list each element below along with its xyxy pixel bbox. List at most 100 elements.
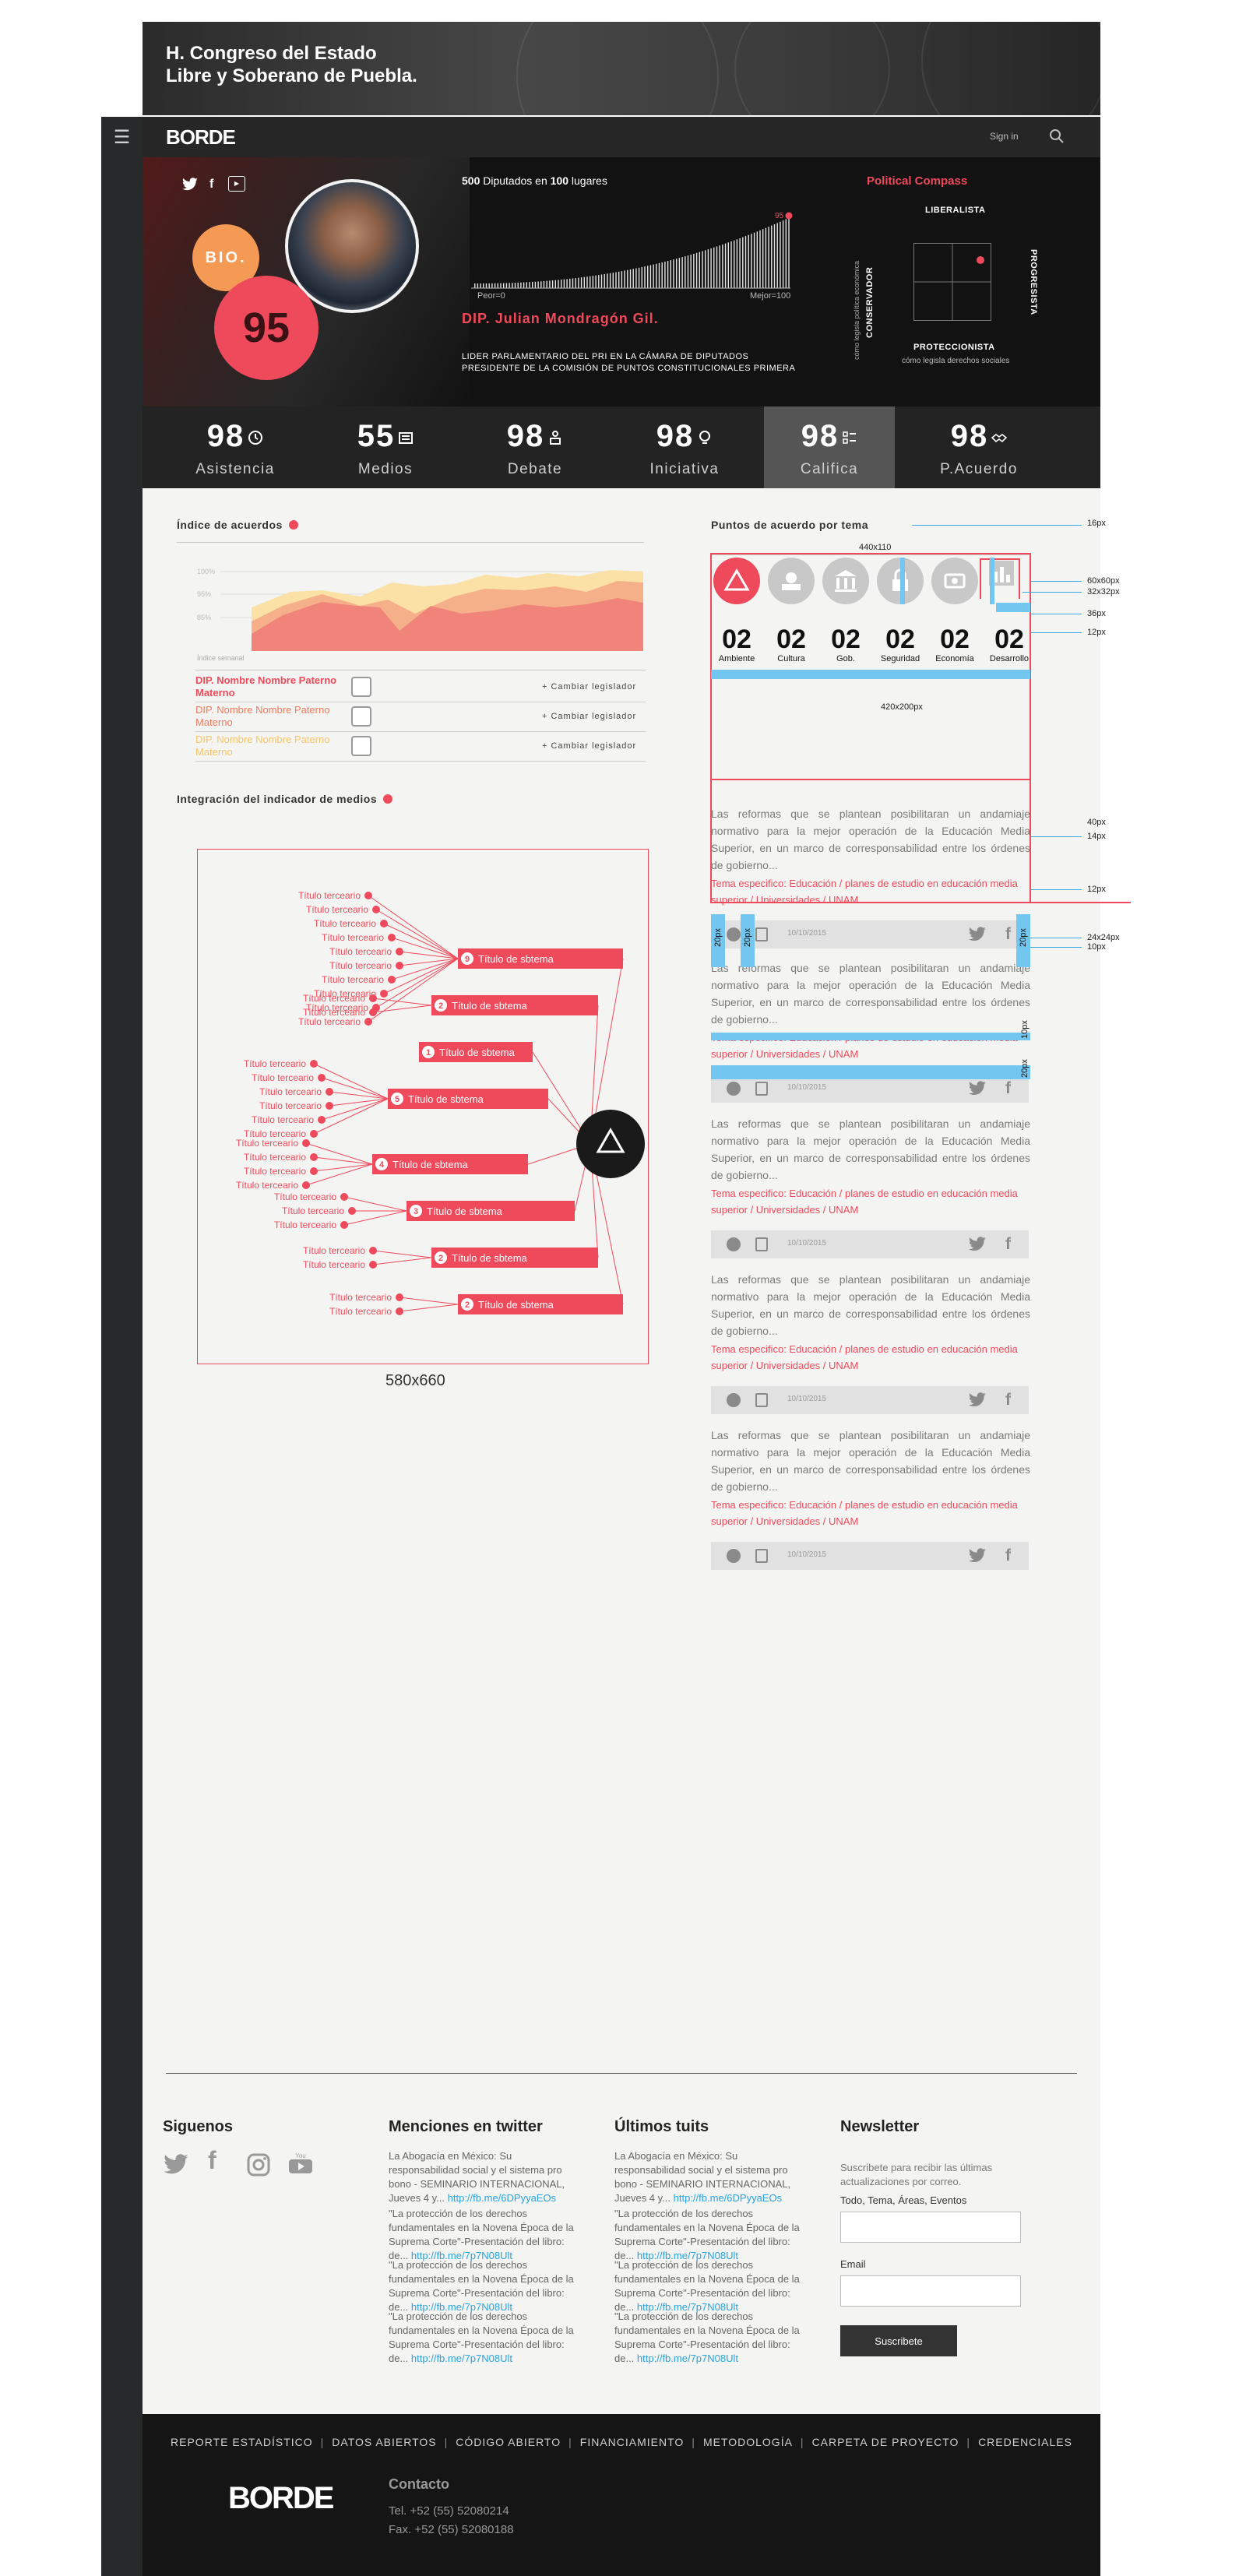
tree-subtopic-box[interactable] (431, 1248, 598, 1268)
topic-gob-button[interactable] (822, 558, 869, 604)
tree-leaf-node[interactable] (318, 1074, 326, 1082)
topic-cultura-button[interactable] (768, 558, 815, 604)
tree-leaf-node[interactable] (310, 1153, 318, 1161)
twitter-icon[interactable] (968, 1392, 987, 1409)
topic-economia-button[interactable] (931, 558, 978, 604)
tree-leaf-node[interactable] (388, 934, 396, 941)
newsletter-category-input[interactable] (840, 2212, 1021, 2243)
change-legislator-link[interactable]: + Cambiar legislador (542, 712, 637, 721)
tweet-link[interactable]: http://fb.me/7p7N08Ult (410, 2250, 512, 2261)
tree-leaf-node[interactable] (310, 1167, 318, 1175)
facebook-icon[interactable]: f (1005, 1079, 1011, 1097)
tree-subtopic-box[interactable] (431, 995, 598, 1015)
facebook-icon[interactable]: f (1005, 1547, 1011, 1564)
hamburger-menu-icon[interactable]: ☰ (113, 126, 131, 148)
tweet-link[interactable]: http://fb.me/7p7N08Ult (636, 2353, 738, 2364)
stat-punto-acuerdo[interactable]: 98 P.Acuerdo (940, 419, 1018, 477)
info-icon[interactable] (288, 520, 298, 530)
audio-icon[interactable] (727, 1549, 741, 1563)
tweet-link[interactable]: http://fb.me/7p7N08Ult (636, 2250, 738, 2261)
bio-badge[interactable]: BIO. (192, 224, 259, 291)
tree-leaf-node[interactable] (310, 1060, 318, 1068)
signin-link[interactable]: Sign in (990, 131, 1019, 142)
tree-leaf-node[interactable] (396, 962, 403, 970)
borde-logo[interactable]: BORDE (166, 125, 236, 149)
facebook-icon[interactable]: f (1005, 925, 1011, 943)
agreement-topic[interactable]: Tema especifico: Educación / planes de e… (711, 1343, 1018, 1371)
topic-ambiente-button[interactable] (713, 558, 760, 604)
tree-leaf-node[interactable] (364, 1018, 372, 1026)
stat-medios[interactable]: 55 Medios (357, 419, 414, 477)
tree-leaf-node[interactable] (380, 990, 388, 998)
twitter-icon[interactable] (968, 1236, 987, 1253)
twitter-icon[interactable] (181, 178, 199, 192)
tree-leaf-node[interactable] (326, 1088, 333, 1096)
tree-subtopic-box[interactable] (388, 1089, 548, 1109)
audio-icon[interactable] (727, 1082, 741, 1096)
footer-link[interactable]: REPORTE ESTADÍSTICO (171, 2436, 313, 2448)
tree-leaf-node[interactable] (340, 1193, 348, 1201)
stat-debate[interactable]: 98 Debate (506, 419, 563, 477)
facebook-icon[interactable]: f (1005, 1391, 1011, 1409)
twitter-icon[interactable] (968, 926, 987, 943)
footer-link[interactable]: CÓDIGO ABIERTO (456, 2436, 561, 2448)
stat-iniciativa[interactable]: 98 Iniciativa (649, 419, 720, 477)
audio-icon[interactable] (727, 1237, 741, 1251)
tree-leaf-node[interactable] (326, 1102, 333, 1110)
stat-asistencia[interactable]: 98 Asistencia (195, 419, 275, 477)
agreement-topic[interactable]: Tema especifico: Educación / planes de e… (711, 1499, 1018, 1527)
facebook-icon[interactable]: f (208, 2146, 216, 2174)
tree-subtopic-box[interactable] (458, 948, 623, 969)
download-icon[interactable] (755, 927, 768, 941)
subscribe-button[interactable]: Suscribete (840, 2325, 957, 2356)
tree-leaf-node[interactable] (388, 976, 396, 984)
tweet-link[interactable]: http://fb.me/7p7N08Ult (636, 2301, 738, 2313)
change-legislator-link[interactable]: + Cambiar legislador (542, 741, 637, 751)
tree-leaf-node[interactable] (302, 1139, 310, 1147)
twitter-icon[interactable] (968, 1547, 987, 1564)
download-icon[interactable] (755, 1549, 768, 1563)
footer-link[interactable]: CREDENCIALES (978, 2436, 1072, 2448)
instagram-icon[interactable] (245, 2152, 272, 2178)
borde-logo[interactable]: BORDE (228, 2481, 334, 2515)
download-icon[interactable] (755, 1393, 768, 1407)
tree-leaf-node[interactable] (396, 1307, 403, 1315)
agreement-topic[interactable]: Tema especifico: Educación / planes de e… (711, 1188, 1018, 1216)
tree-leaf-node[interactable] (380, 920, 388, 927)
footer-link[interactable]: METODOLOGÍA (702, 2436, 793, 2448)
info-icon[interactable] (383, 794, 393, 804)
tree-leaf-node[interactable] (348, 1207, 356, 1215)
facebook-icon[interactable]: f (1005, 1235, 1011, 1253)
tree-leaf-node[interactable] (310, 1130, 318, 1138)
agreement-topic[interactable]: Tema especifico: Educación / planes de e… (711, 878, 1018, 906)
download-icon[interactable] (755, 1082, 768, 1096)
stat-califica[interactable]: 98 Califica (764, 406, 895, 488)
tweet-link[interactable]: http://fb.me/7p7N08Ult (410, 2301, 512, 2313)
tree-leaf-node[interactable] (340, 1221, 348, 1229)
youtube-icon[interactable]: You (287, 2152, 314, 2178)
tree-leaf-node[interactable] (369, 1008, 377, 1016)
twitter-icon[interactable] (163, 2152, 189, 2178)
twitter-icon[interactable] (968, 1080, 987, 1097)
tree-subtopic-box[interactable] (372, 1154, 528, 1174)
tree-leaf-node[interactable] (396, 1293, 403, 1301)
tree-leaf-node[interactable] (396, 948, 403, 955)
facebook-icon[interactable]: f (209, 178, 214, 191)
tree-leaf-node[interactable] (364, 892, 372, 899)
tree-leaf-node[interactable] (369, 1247, 377, 1255)
tweet-link[interactable]: http://fb.me/6DPyyaEOs (673, 2192, 783, 2204)
tree-leaf-node[interactable] (372, 906, 380, 913)
tree-leaf-node[interactable] (302, 1181, 310, 1189)
footer-link[interactable]: CARPETA DE PROYECTO (811, 2436, 959, 2448)
download-icon[interactable] (755, 1237, 768, 1251)
newsletter-email-input[interactable] (840, 2275, 1021, 2307)
tree-leaf-node[interactable] (318, 1116, 326, 1124)
audio-icon[interactable] (727, 1393, 741, 1407)
tree-subtopic-box[interactable] (407, 1201, 575, 1221)
tree-subtopic-box[interactable] (419, 1042, 533, 1062)
search-icon[interactable] (1048, 128, 1065, 145)
tree-subtopic-box[interactable] (458, 1294, 623, 1314)
audio-icon[interactable] (727, 927, 741, 941)
tree-leaf-node[interactable] (369, 1261, 377, 1269)
tweet-link[interactable]: http://fb.me/7p7N08Ult (410, 2353, 512, 2364)
